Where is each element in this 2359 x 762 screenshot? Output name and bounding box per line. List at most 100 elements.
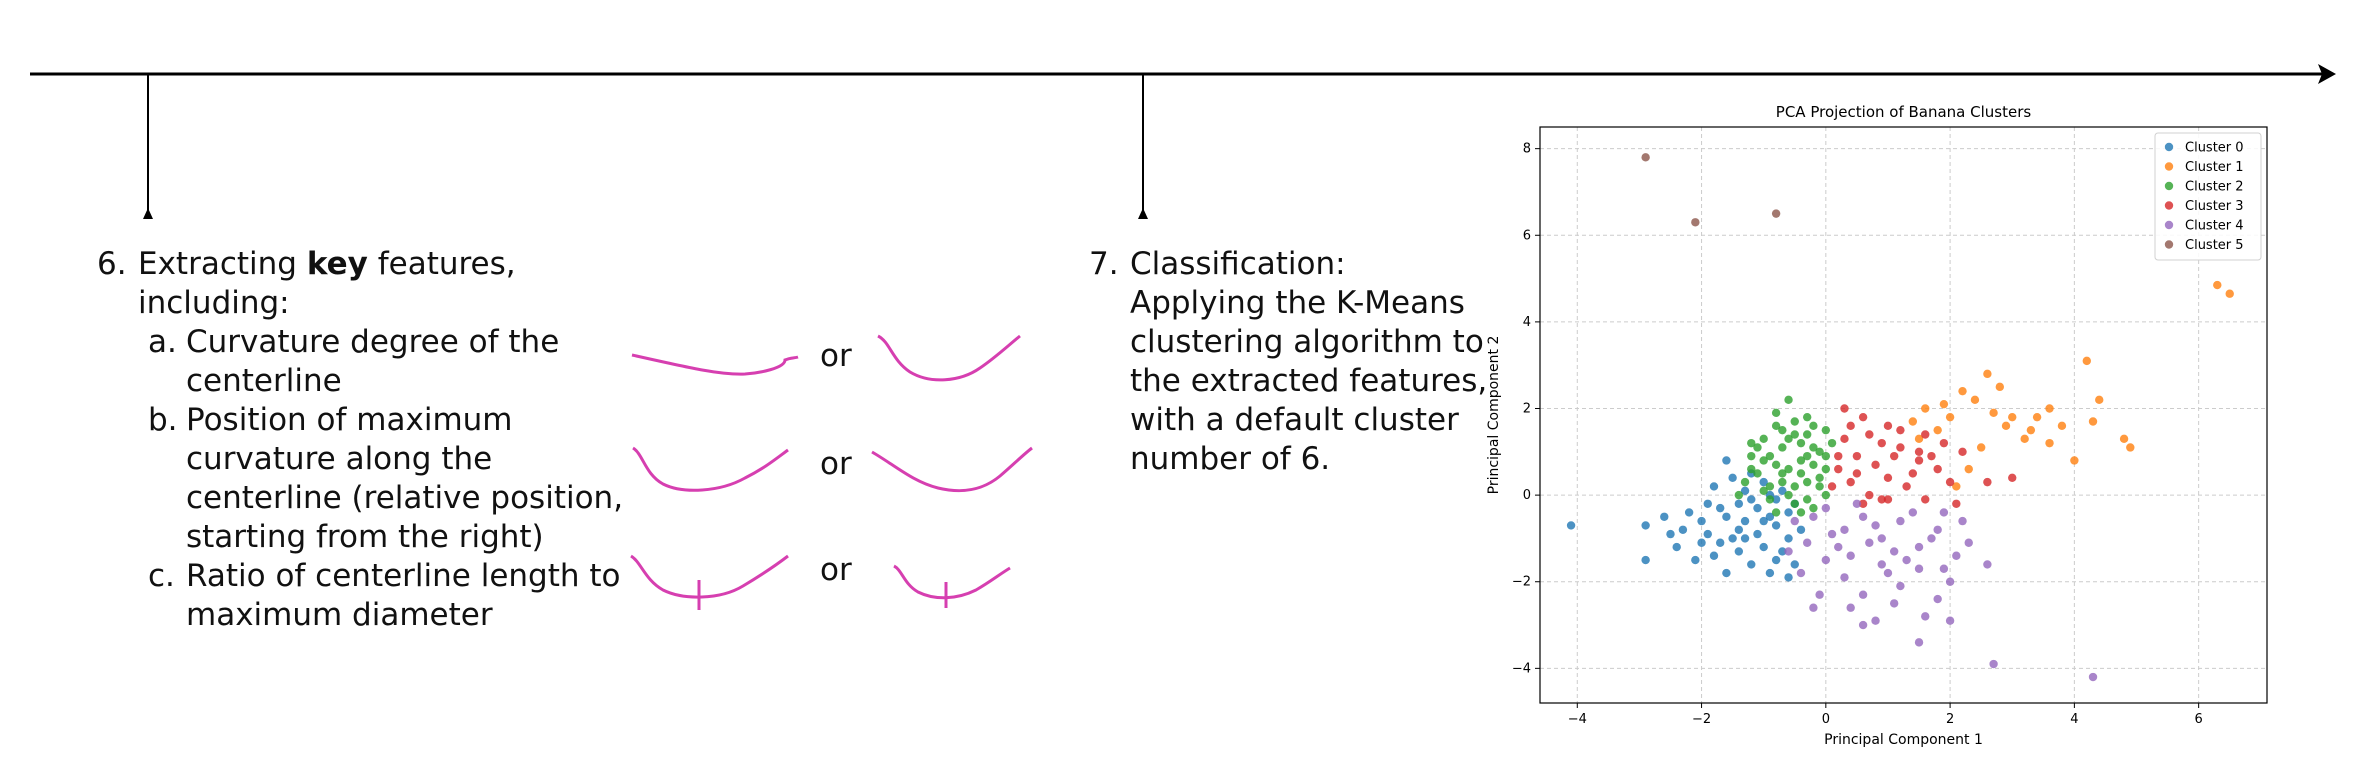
scatter-point-cluster-0 <box>1715 503 1725 513</box>
plot-frame <box>1539 126 2268 704</box>
scatter-point-cluster-2 <box>1765 482 1775 491</box>
scatter-point-cluster-4 <box>1952 551 1961 560</box>
scatter-point-cluster-2 <box>1815 482 1824 491</box>
scatter-point-cluster-3 <box>1865 430 1874 439</box>
scatter-point-cluster-4 <box>1877 534 1886 543</box>
scatter-point-cluster-1 <box>2088 417 2098 426</box>
scatter-point-cluster-4 <box>1933 525 1942 534</box>
scatter-point-cluster-2 <box>1809 460 1818 470</box>
step-7-number: 7. <box>1089 246 1119 282</box>
scatter-point-cluster-0 <box>1765 568 1775 578</box>
scatter-point-cluster-4 <box>2088 672 2098 682</box>
scatter-point-cluster-0 <box>1703 529 1712 539</box>
scatter-point-cluster-4 <box>1846 603 1855 612</box>
scatter-point-cluster-1 <box>1976 443 1986 452</box>
scatter-point-cluster-1 <box>1933 425 1942 435</box>
scatter-point-cluster-4 <box>1964 538 1973 547</box>
x-axis-label: Principal Component 1 <box>1824 732 1983 748</box>
feature-item-c-line: Ratio of centerline length to <box>186 558 621 594</box>
scatter-point-cluster-3 <box>1834 464 1843 474</box>
scatter-point-cluster-3 <box>1896 443 1905 452</box>
step-7-line: Classification: <box>1130 246 1346 282</box>
scatter-point-cluster-4 <box>1983 560 1992 569</box>
legend-label: Cluster 0 <box>2185 141 2244 156</box>
scatter-point-cluster-3 <box>1834 451 1843 461</box>
scatter-point-cluster-2 <box>1784 490 1793 500</box>
scatter-point-cluster-1 <box>1952 482 1961 491</box>
scatter-point-cluster-3 <box>1914 447 1924 457</box>
step-7-line: Applying the K-Means <box>1130 285 1465 321</box>
legend-marker <box>2164 220 2174 230</box>
feature-item-c: c. Ratio of centerline length to maximum… <box>97 557 637 635</box>
legend-label: Cluster 5 <box>2185 238 2244 253</box>
scatter-point-cluster-0 <box>1678 525 1688 534</box>
scatter-point-cluster-2 <box>1734 490 1744 500</box>
scatter-point-cluster-2 <box>1790 499 1799 508</box>
sketch-max-curvature-left <box>632 446 789 492</box>
x-tick-label: 2 <box>1946 712 1954 727</box>
sketch-length-ratio-short <box>893 564 1011 608</box>
step-7-line: the extracted features, <box>1130 363 1488 399</box>
scatter-point-cluster-4 <box>1896 516 1905 526</box>
feature-item-c-marker: c. <box>148 558 175 594</box>
scatter-point-cluster-1 <box>1983 369 1992 379</box>
scatter-point-cluster-4 <box>1908 508 1918 517</box>
scatter-point-cluster-4 <box>1914 564 1924 573</box>
scatter-point-cluster-3 <box>1877 495 1886 504</box>
scatter-point-cluster-0 <box>1641 521 1650 530</box>
y-tick-label: 2 <box>1523 402 1531 417</box>
scatter-point-cluster-0 <box>1722 568 1731 578</box>
scatter-point-cluster-2 <box>1790 482 1799 491</box>
y-tick-label: 0 <box>1523 488 1531 503</box>
scatter-point-cluster-0 <box>1747 495 1756 504</box>
scatter-point-cluster-0 <box>1747 560 1756 569</box>
scatter-point-cluster-1 <box>2126 443 2135 452</box>
scatter-point-cluster-2 <box>1821 490 1831 500</box>
scatter-point-cluster-1 <box>2095 395 2104 405</box>
scatter-point-cluster-2 <box>1802 477 1812 487</box>
scatter-point-cluster-1 <box>2057 421 2067 431</box>
feature-item-b-line: centerline (relative position, <box>186 480 624 516</box>
legend-marker <box>2164 201 2174 210</box>
legend-box <box>2154 132 2262 261</box>
step-6-block: 6. Extracting key features, including: a… <box>97 245 637 635</box>
scatter-point-cluster-1 <box>1914 434 1924 444</box>
scatter-point-cluster-0 <box>1697 538 1706 547</box>
x-tick-label: −2 <box>1692 712 1711 727</box>
x-tick-label: −4 <box>1568 712 1587 727</box>
x-tick-label: 6 <box>2195 712 2203 727</box>
scatter-point-cluster-2 <box>1747 438 1756 448</box>
scatter-point-cluster-1 <box>1921 404 1930 413</box>
scatter-point-cluster-4 <box>1933 594 1942 604</box>
scatter-point-cluster-0 <box>1709 482 1719 491</box>
scatter-point-cluster-4 <box>1809 512 1818 521</box>
feature-item-c-line: maximum diameter <box>186 597 493 633</box>
sketch-curvature-low <box>631 353 799 376</box>
y-tick-label: 8 <box>1523 142 1531 157</box>
scatter-point-cluster-4 <box>1945 577 1955 586</box>
scatter-point-cluster-2 <box>1796 508 1806 517</box>
y-tick-label: 6 <box>1523 228 1531 243</box>
scatter-point-cluster-3 <box>1852 451 1862 461</box>
scatter-point-cluster-2 <box>1790 430 1799 439</box>
scatter-point-cluster-1 <box>1970 395 1980 405</box>
scatter-point-cluster-4 <box>1902 555 1911 565</box>
step-6-title-line2: including: <box>138 285 290 321</box>
legend-marker <box>2164 240 2174 249</box>
scatter-point-cluster-4 <box>1871 521 1880 530</box>
scatter-point-cluster-4 <box>1883 568 1893 578</box>
scatter-point-cluster-3 <box>1952 499 1961 508</box>
step-7-line: with a default cluster <box>1130 402 1459 438</box>
scatter-point-cluster-3 <box>1827 482 1837 491</box>
scatter-point-cluster-3 <box>1846 477 1855 487</box>
feature-item-b-line: curvature along the <box>186 441 493 477</box>
scatter-point-cluster-2 <box>1809 443 1818 452</box>
scatter-point-cluster-4 <box>1784 547 1793 556</box>
scatter-point-cluster-1 <box>1964 464 1973 474</box>
or-label-c: or <box>820 552 852 588</box>
scatter-point-cluster-4 <box>1821 503 1831 513</box>
scatter-point-cluster-4 <box>1846 551 1855 560</box>
timeline-marker-6-arrow <box>143 208 153 219</box>
scatter-point-cluster-1 <box>1995 382 2005 392</box>
legend-label: Cluster 3 <box>2185 199 2244 214</box>
